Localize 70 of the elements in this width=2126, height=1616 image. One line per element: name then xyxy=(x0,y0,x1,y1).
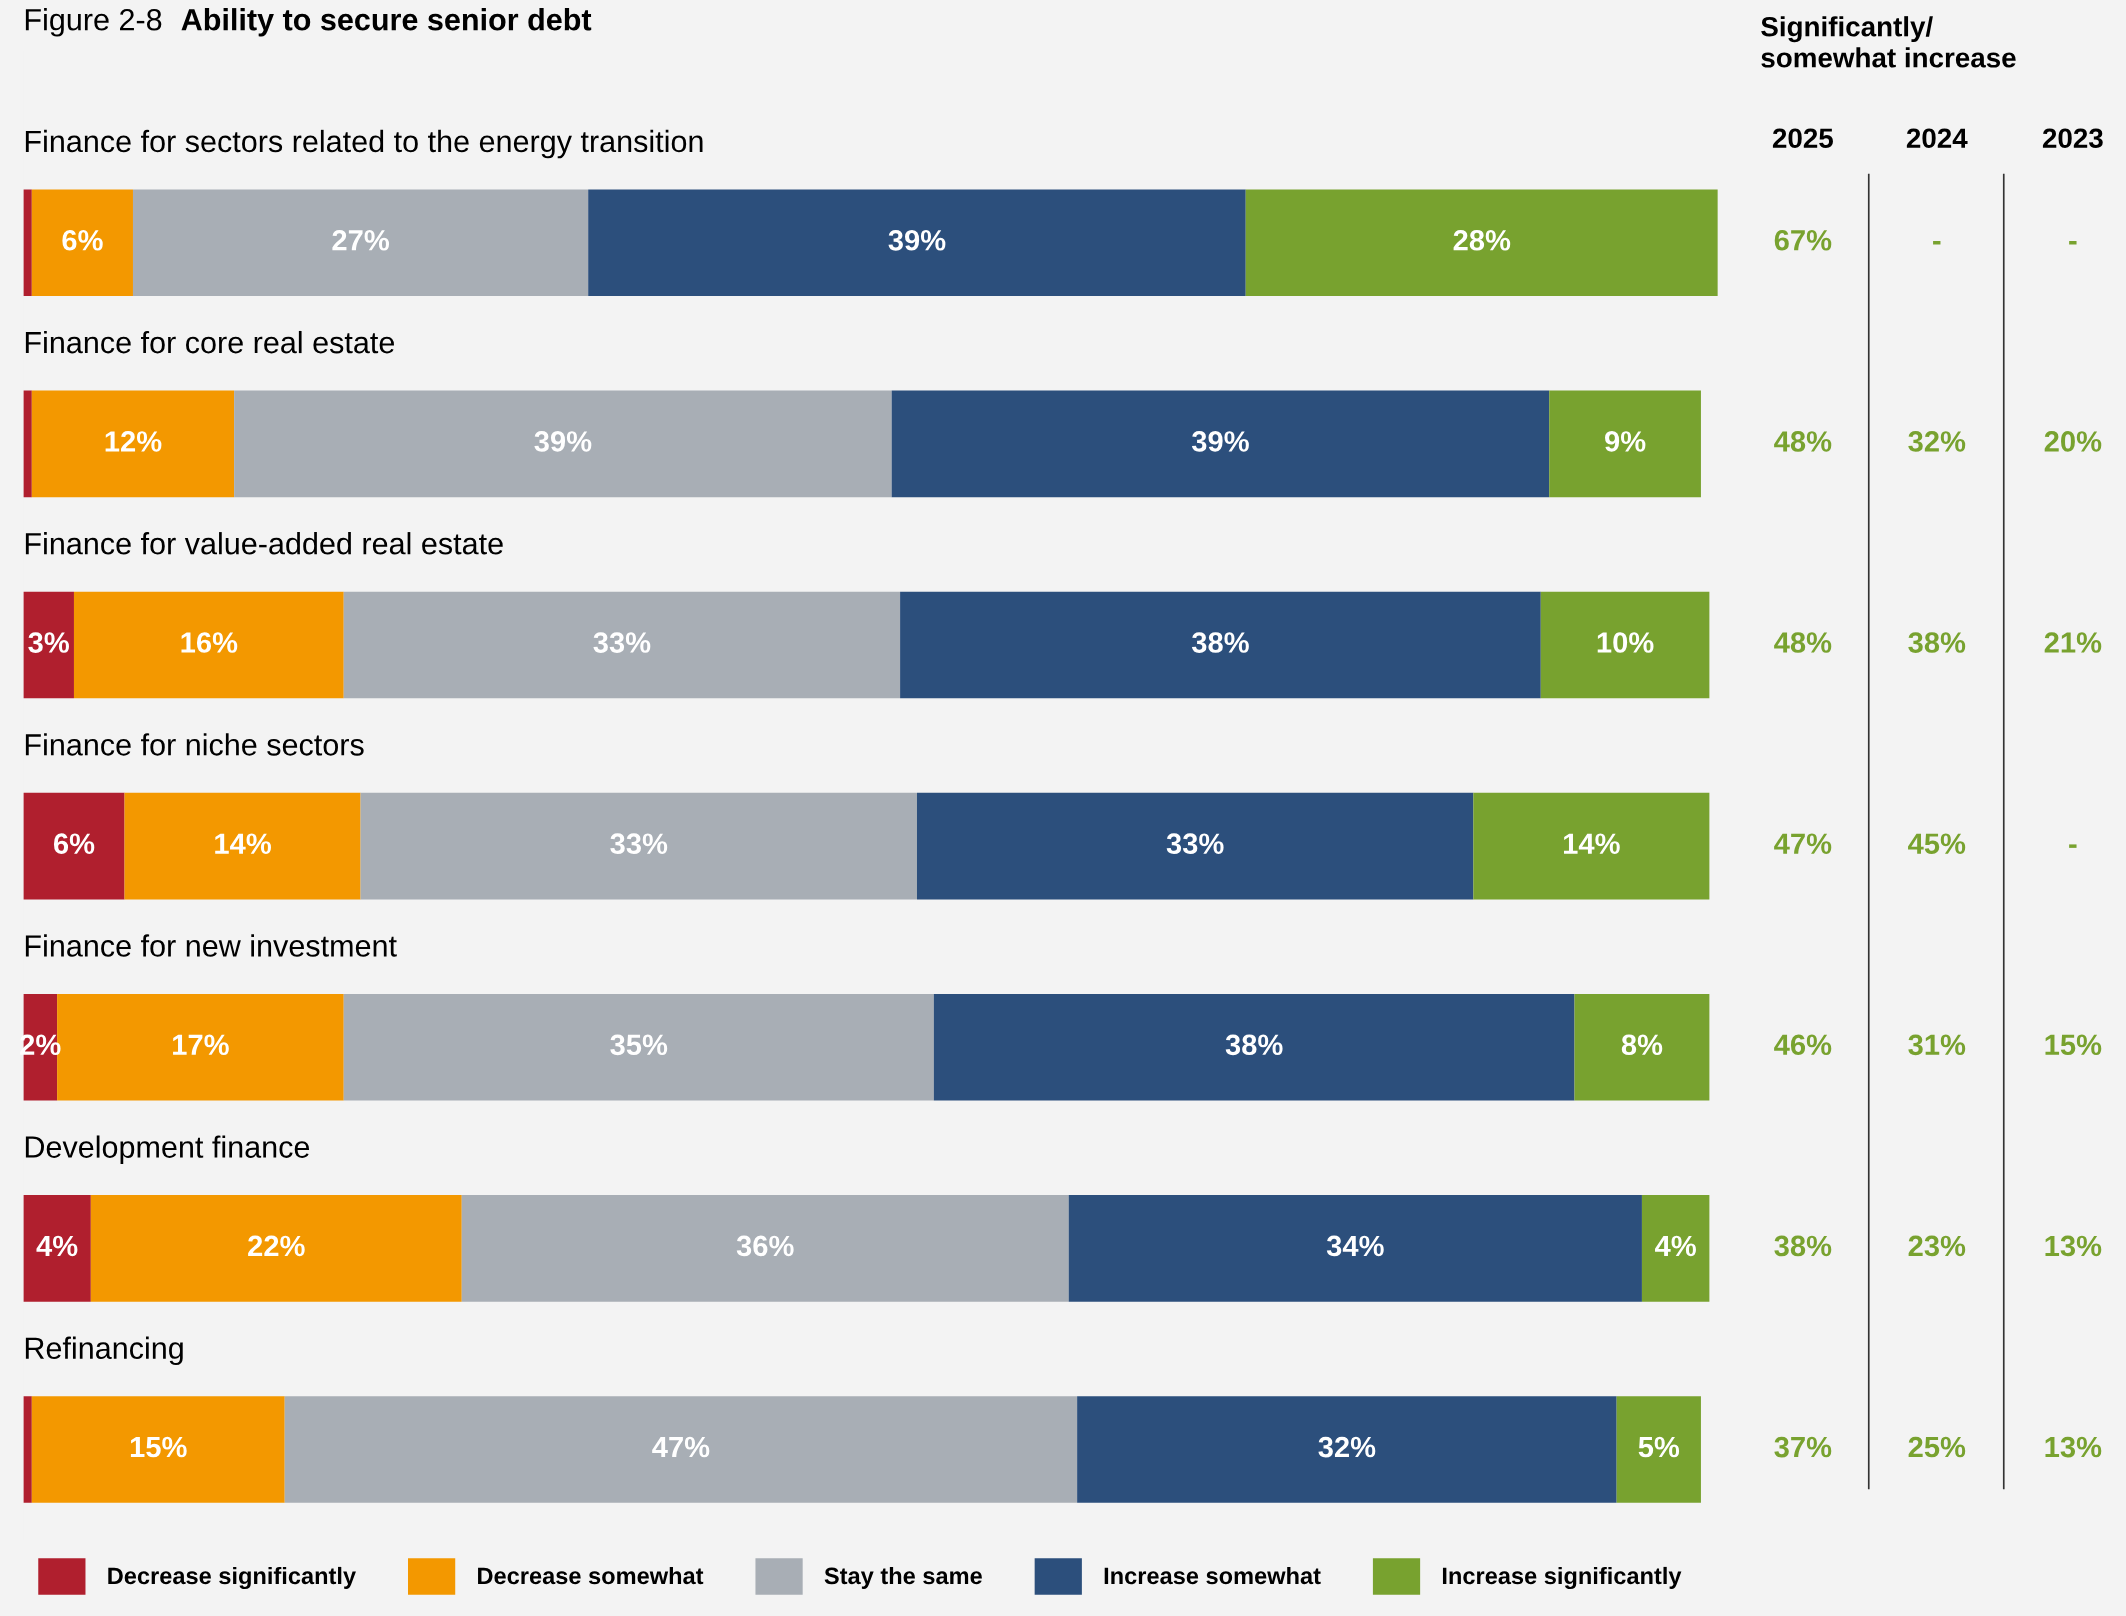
data-label: 15% xyxy=(130,1436,187,1458)
text: - xyxy=(1933,241,1941,245)
text: 21% xyxy=(2044,632,2102,653)
y-tick-label: Finance for core real estate xyxy=(25,330,394,354)
legend-label: Stay the same xyxy=(824,1566,982,1589)
text: 20% xyxy=(2044,431,2102,452)
data-label: 38% xyxy=(1225,1034,1283,1056)
data-label: 4% xyxy=(36,1235,78,1257)
data-label: 10% xyxy=(1597,632,1654,653)
y-tick-label: Finance for sectors related to the energy transition xyxy=(25,129,703,159)
text: 32% xyxy=(1908,431,1966,452)
legend-label: Decrease significantly xyxy=(108,1566,356,1590)
data-label: 33% xyxy=(610,833,668,855)
data-label: 8% xyxy=(1621,1034,1663,1056)
text: 38% xyxy=(1774,1235,1832,1257)
legend-label: Increase significantly xyxy=(1442,1566,1682,1590)
y-tick-label: Finance for niche sectors xyxy=(25,733,364,756)
data-label: 22% xyxy=(248,1235,305,1257)
data-label: 39% xyxy=(534,431,592,452)
data-label: 39% xyxy=(888,229,946,251)
data-label: 3% xyxy=(28,632,69,653)
text: 31% xyxy=(1908,1034,1966,1056)
data-label: 4% xyxy=(1655,1235,1696,1257)
text: - xyxy=(2069,844,2077,848)
data-label: 14% xyxy=(1564,833,1620,854)
text: Significantly/ somewhat increase xyxy=(1761,16,2016,68)
text: 38% xyxy=(1908,632,1966,653)
text: 25% xyxy=(1908,1436,1966,1458)
data-label: 34% xyxy=(1326,1235,1384,1257)
y-tick-label: Finance for value-added real estate xyxy=(25,532,503,555)
data-label: 6% xyxy=(53,833,95,854)
y-tick-label: Finance for new investment xyxy=(25,934,397,957)
data-label: 12% xyxy=(105,431,162,452)
text: 13% xyxy=(2045,1235,2102,1257)
text: 2024 xyxy=(1906,128,1968,149)
text: 47% xyxy=(1774,833,1832,854)
text: 37% xyxy=(1774,1436,1832,1458)
data-label: 32% xyxy=(1318,1436,1376,1458)
chart-title: Figure 2-8 xyxy=(25,8,162,37)
text: 2023 xyxy=(2042,128,2103,149)
legend-label: Decrease somewhat xyxy=(478,1566,704,1585)
data-label: 27% xyxy=(332,229,389,251)
data-label: 6% xyxy=(62,229,103,251)
data-label: 17% xyxy=(173,1034,229,1056)
text: - xyxy=(2069,241,2077,245)
data-label: 38% xyxy=(1191,632,1249,653)
text: 15% xyxy=(2045,1034,2102,1056)
data-label: 33% xyxy=(593,632,651,653)
data-label: 35% xyxy=(610,1034,668,1056)
data-label: 9% xyxy=(1605,431,1646,452)
y-tick-label: Refinancing xyxy=(25,1336,183,1366)
data-label: 28% xyxy=(1453,229,1511,251)
data-label: 16% xyxy=(181,632,238,653)
text: 23% xyxy=(1908,1235,1966,1257)
legend-label: Increase somewhat xyxy=(1104,1566,1321,1585)
text: 48% xyxy=(1774,431,1832,452)
data-label: 47% xyxy=(652,1436,710,1458)
text: 2025 xyxy=(1772,128,1833,149)
chart-subtitle: Ability to secure senior debt xyxy=(181,8,592,37)
data-label: 39% xyxy=(1191,431,1249,452)
data-label: 36% xyxy=(736,1235,794,1257)
text: 45% xyxy=(1908,833,1966,854)
data-label: 33% xyxy=(1166,833,1224,855)
text: 13% xyxy=(2045,1436,2102,1458)
data-label: 14% xyxy=(215,833,271,854)
y-tick-label: Development finance xyxy=(25,1135,310,1164)
text: 48% xyxy=(1774,632,1832,653)
text: 46% xyxy=(1774,1034,1832,1056)
data-label: 5% xyxy=(1638,1436,1680,1458)
text: 67% xyxy=(1774,229,1832,251)
